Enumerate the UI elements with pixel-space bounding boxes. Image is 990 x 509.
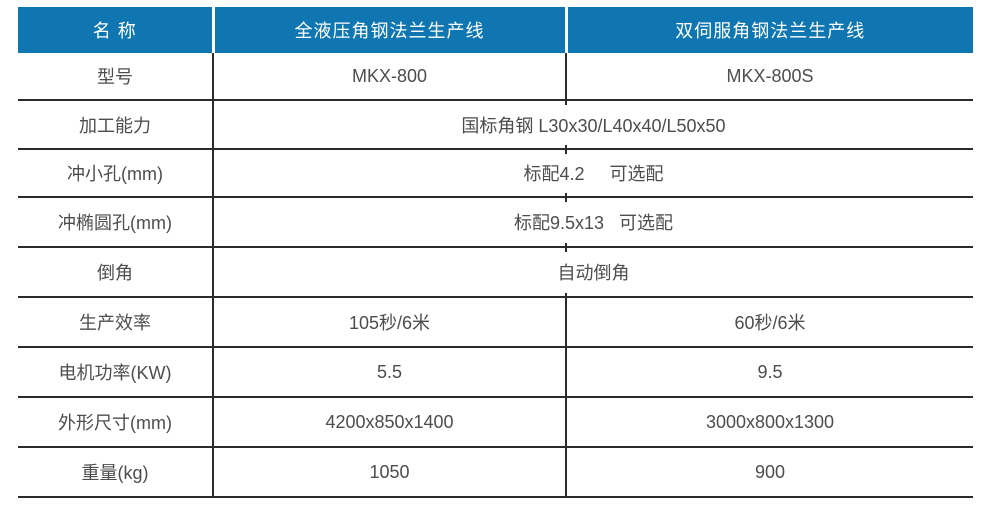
row-value-product-1: 1050 bbox=[213, 447, 567, 498]
row-value-product-2: 60秒/6米 bbox=[566, 297, 973, 348]
row-value-product-2: 9.5 bbox=[566, 347, 973, 398]
row-value-merged: 自动倒角 bbox=[213, 247, 973, 298]
merge-boundary-tick bbox=[565, 145, 567, 154]
row-value-product-1: 105秒/6米 bbox=[213, 297, 567, 348]
table-row-efficiency: 生产效率 105秒/6米 60秒/6米 bbox=[18, 297, 973, 348]
row-label: 加工能力 bbox=[18, 100, 214, 150]
row-value-product-1: 4200x850x1400 bbox=[213, 397, 567, 448]
merge-boundary-tick bbox=[565, 96, 567, 105]
table-row-motor-power: 电机功率(KW) 5.5 9.5 bbox=[18, 347, 973, 398]
product-spec-table: 名 称 全液压角钢法兰生产线 双伺服角钢法兰生产线 型号 MKX-800 MKX… bbox=[18, 7, 973, 498]
spec-table: 名 称 全液压角钢法兰生产线 双伺服角钢法兰生产线 型号 MKX-800 MKX… bbox=[18, 7, 973, 498]
row-label: 型号 bbox=[18, 53, 214, 101]
row-value-merged: 国标角钢 L30x30/L40x40/L50x50 bbox=[213, 100, 973, 150]
row-value-merged: 标配4.2 可选配 bbox=[213, 149, 973, 198]
table-row-capacity: 加工能力 国标角钢 L30x30/L40x40/L50x50 bbox=[18, 100, 973, 150]
row-value-product-2: 3000x800x1300 bbox=[566, 397, 973, 448]
row-label: 重量(kg) bbox=[18, 447, 214, 498]
row-value-product-2: MKX-800S bbox=[566, 53, 973, 101]
merge-boundary-tick bbox=[565, 193, 567, 202]
table-row-dimensions: 外形尺寸(mm) 4200x850x1400 3000x800x1300 bbox=[18, 397, 973, 448]
row-label: 外形尺寸(mm) bbox=[18, 397, 214, 448]
header-cell-product-1: 全液压角钢法兰生产线 bbox=[213, 7, 568, 53]
table-row-oval-hole: 冲椭圆孔(mm) 标配9.5x13 可选配 bbox=[18, 197, 973, 248]
table-row-weight: 重量(kg) 1050 900 bbox=[18, 447, 973, 498]
table-row-chamfer: 倒角 自动倒角 bbox=[18, 247, 973, 298]
row-label: 生产效率 bbox=[18, 297, 214, 348]
row-label: 电机功率(KW) bbox=[18, 347, 214, 398]
row-value-product-2: 900 bbox=[566, 447, 973, 498]
merge-boundary-tick bbox=[565, 243, 567, 252]
merge-boundary-tick bbox=[565, 293, 567, 302]
row-value-product-1: MKX-800 bbox=[213, 53, 567, 101]
row-label: 冲小孔(mm) bbox=[18, 149, 214, 198]
row-value-merged: 标配9.5x13 可选配 bbox=[213, 197, 973, 248]
header-cell-product-2: 双伺服角钢法兰生产线 bbox=[566, 7, 973, 53]
table-header-row: 名 称 全液压角钢法兰生产线 双伺服角钢法兰生产线 bbox=[18, 7, 973, 53]
header-cell-name: 名 称 bbox=[18, 7, 215, 53]
row-value-product-1: 5.5 bbox=[213, 347, 567, 398]
row-label: 倒角 bbox=[18, 247, 214, 298]
table-row-model: 型号 MKX-800 MKX-800S bbox=[18, 53, 973, 101]
row-label: 冲椭圆孔(mm) bbox=[18, 197, 214, 248]
table-row-small-hole: 冲小孔(mm) 标配4.2 可选配 bbox=[18, 149, 973, 198]
